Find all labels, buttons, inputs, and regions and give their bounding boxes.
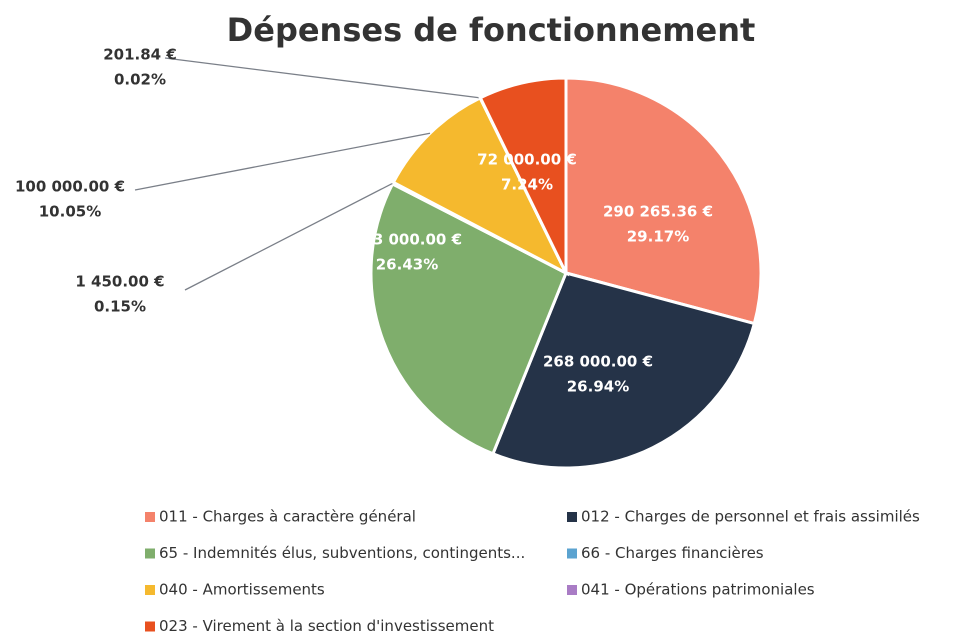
value-label: 100 000.00 € — [15, 178, 125, 196]
pie-slice — [478, 76, 568, 274]
leader-line — [164, 57, 481, 99]
percent-label: 0.02% — [114, 71, 166, 89]
legend-swatch — [145, 548, 155, 559]
legend-label: 65 - Indemnités élus, subventions, conti… — [159, 544, 525, 562]
value-label: 290 265.36 € — [603, 203, 713, 221]
legend-label: 011 - Charges à caractère général — [159, 508, 416, 526]
pie-slice — [391, 95, 570, 277]
legend-label: 012 - Charges de personnel et frais assi… — [581, 508, 920, 526]
value-label: 72 000.00 € — [477, 151, 577, 169]
pie-slice — [564, 76, 763, 326]
leader-line — [184, 182, 394, 291]
chart-title: Dépenses de fonctionnement — [227, 11, 756, 49]
legend-swatch — [567, 585, 577, 595]
leader-line — [134, 132, 431, 191]
legend-swatch — [567, 512, 577, 522]
percent-label: 26.43% — [376, 256, 438, 274]
value-label: 263 000.00 € — [352, 231, 462, 249]
percent-label: 26.94% — [567, 378, 629, 396]
percent-label: 29.17% — [627, 228, 689, 246]
legend-swatch — [567, 548, 577, 559]
value-label: 201.84 € — [103, 46, 177, 64]
value-label: 268 000.00 € — [543, 353, 653, 371]
legend-swatch — [145, 512, 155, 522]
pie-slice — [369, 181, 568, 456]
pie-slice — [490, 271, 757, 470]
legend-swatch — [145, 585, 155, 595]
legend-label: 041 - Opérations patrimoniales — [581, 581, 815, 599]
legend-label: 040 - Amortissements — [159, 581, 325, 599]
legend-label: 023 - Virement à la section d'investisse… — [159, 617, 494, 635]
percent-label: 7.24% — [501, 176, 553, 194]
percent-label: 0.15% — [94, 298, 146, 316]
legend-swatch — [145, 621, 155, 632]
value-label: 1 450.00 € — [75, 273, 164, 291]
percent-label: 10.05% — [39, 203, 101, 221]
legend-label: 66 - Charges financières — [581, 544, 764, 562]
